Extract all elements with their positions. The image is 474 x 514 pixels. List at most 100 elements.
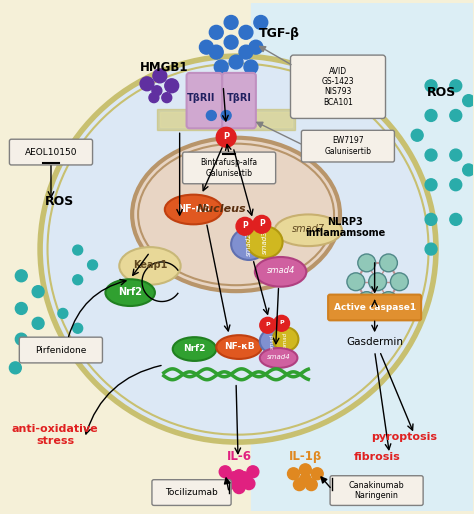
Circle shape bbox=[253, 215, 271, 233]
Bar bbox=[157, 108, 295, 131]
Circle shape bbox=[347, 273, 365, 290]
Circle shape bbox=[210, 45, 223, 59]
Circle shape bbox=[165, 79, 179, 93]
Circle shape bbox=[238, 472, 250, 484]
Circle shape bbox=[273, 316, 290, 331]
Text: AVID
GS-1423
NIS793
BCA101: AVID GS-1423 NIS793 BCA101 bbox=[322, 67, 355, 107]
Circle shape bbox=[369, 273, 386, 290]
Circle shape bbox=[9, 362, 21, 374]
Text: anti-oxidative
stress: anti-oxidative stress bbox=[12, 425, 98, 446]
Circle shape bbox=[200, 40, 213, 54]
Text: P: P bbox=[265, 322, 270, 327]
Circle shape bbox=[216, 127, 236, 147]
Text: P: P bbox=[259, 219, 264, 228]
Circle shape bbox=[425, 149, 437, 161]
Circle shape bbox=[206, 111, 216, 120]
Text: TβRI: TβRI bbox=[227, 93, 252, 103]
Text: smad4: smad4 bbox=[267, 354, 291, 360]
FancyBboxPatch shape bbox=[291, 55, 385, 118]
Circle shape bbox=[45, 349, 57, 361]
Circle shape bbox=[450, 213, 462, 225]
Circle shape bbox=[152, 86, 162, 96]
Ellipse shape bbox=[40, 56, 436, 442]
Ellipse shape bbox=[231, 228, 267, 260]
Circle shape bbox=[247, 466, 259, 478]
Circle shape bbox=[221, 111, 231, 120]
Text: ROS: ROS bbox=[427, 86, 456, 99]
FancyBboxPatch shape bbox=[328, 295, 421, 320]
Circle shape bbox=[153, 69, 167, 83]
Ellipse shape bbox=[273, 327, 299, 351]
Circle shape bbox=[236, 217, 254, 235]
FancyBboxPatch shape bbox=[187, 73, 222, 128]
Text: Tocilizumab: Tocilizumab bbox=[165, 488, 218, 497]
Text: smad: smad bbox=[270, 334, 275, 348]
Circle shape bbox=[233, 482, 245, 493]
Circle shape bbox=[260, 317, 276, 333]
Circle shape bbox=[239, 45, 253, 59]
Ellipse shape bbox=[260, 348, 297, 368]
Text: NF-κB: NF-κB bbox=[177, 204, 210, 213]
Circle shape bbox=[300, 474, 311, 486]
Circle shape bbox=[425, 213, 437, 225]
Circle shape bbox=[140, 77, 154, 91]
Ellipse shape bbox=[165, 195, 222, 224]
Circle shape bbox=[411, 130, 423, 141]
Circle shape bbox=[224, 15, 238, 29]
Circle shape bbox=[358, 254, 375, 272]
Circle shape bbox=[463, 164, 474, 176]
Circle shape bbox=[58, 308, 68, 318]
Circle shape bbox=[210, 25, 223, 39]
Polygon shape bbox=[251, 3, 473, 511]
Text: smad2: smad2 bbox=[246, 232, 252, 256]
Text: HMGB1: HMGB1 bbox=[140, 61, 189, 74]
Ellipse shape bbox=[255, 257, 306, 287]
Text: AEOL10150: AEOL10150 bbox=[25, 148, 77, 157]
Circle shape bbox=[425, 109, 437, 121]
Circle shape bbox=[233, 470, 245, 482]
Circle shape bbox=[88, 260, 98, 270]
Circle shape bbox=[239, 25, 253, 39]
Circle shape bbox=[358, 291, 375, 309]
Circle shape bbox=[58, 338, 68, 348]
Text: Keap1: Keap1 bbox=[133, 260, 167, 270]
Circle shape bbox=[214, 60, 228, 74]
Text: smad4: smad4 bbox=[266, 266, 295, 276]
Circle shape bbox=[229, 55, 243, 69]
Circle shape bbox=[450, 109, 462, 121]
Text: Bintrafusp-alfa
Galunisertib: Bintrafusp-alfa Galunisertib bbox=[201, 158, 258, 178]
Text: Nrf2: Nrf2 bbox=[183, 343, 206, 353]
Circle shape bbox=[300, 464, 311, 476]
Text: Nrf2: Nrf2 bbox=[118, 287, 142, 297]
Circle shape bbox=[425, 80, 437, 91]
Text: P: P bbox=[279, 320, 284, 325]
Circle shape bbox=[224, 35, 238, 49]
Text: EW7197
Galunisertib: EW7197 Galunisertib bbox=[324, 136, 372, 156]
Circle shape bbox=[450, 179, 462, 191]
Ellipse shape bbox=[216, 335, 262, 359]
Text: fibrosis: fibrosis bbox=[354, 452, 401, 462]
Circle shape bbox=[162, 93, 172, 103]
Ellipse shape bbox=[260, 329, 285, 353]
Circle shape bbox=[305, 479, 317, 490]
Ellipse shape bbox=[173, 337, 216, 361]
Text: Pirfenidone: Pirfenidone bbox=[35, 345, 87, 355]
Circle shape bbox=[311, 468, 323, 480]
Circle shape bbox=[223, 478, 235, 490]
FancyBboxPatch shape bbox=[182, 152, 276, 184]
Circle shape bbox=[15, 333, 27, 345]
FancyBboxPatch shape bbox=[330, 476, 423, 505]
Circle shape bbox=[425, 243, 437, 255]
Circle shape bbox=[450, 149, 462, 161]
FancyBboxPatch shape bbox=[301, 131, 394, 162]
Circle shape bbox=[244, 60, 258, 74]
Text: Active caspase1: Active caspase1 bbox=[334, 303, 416, 312]
Circle shape bbox=[288, 468, 300, 480]
Text: smad7: smad7 bbox=[292, 224, 325, 234]
Text: smad: smad bbox=[283, 332, 288, 347]
Circle shape bbox=[243, 478, 255, 490]
Circle shape bbox=[73, 323, 82, 333]
Circle shape bbox=[73, 245, 82, 255]
FancyBboxPatch shape bbox=[9, 139, 92, 165]
FancyBboxPatch shape bbox=[222, 73, 256, 128]
